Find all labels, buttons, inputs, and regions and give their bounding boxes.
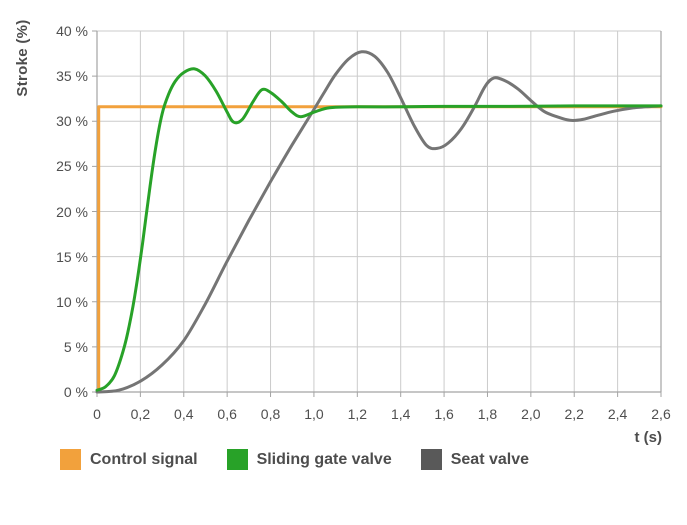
y-tick-label: 5 % bbox=[63, 338, 88, 355]
x-tick-label: 2,0 bbox=[521, 406, 541, 422]
series-curve-sliding-gate-valve bbox=[95, 67, 663, 392]
x-tick-label: 0,2 bbox=[130, 406, 151, 422]
legend-label-seat-valve: Seat valve bbox=[450, 450, 529, 468]
legend-item-sliding-gate-valve: Sliding gate valve bbox=[226, 449, 392, 470]
x-tick-label: 1,6 bbox=[434, 406, 454, 422]
x-tick-label: 2,4 bbox=[607, 406, 628, 422]
legend-item-seat-valve: Seat valve bbox=[420, 449, 529, 470]
y-tick-label: 40 % bbox=[56, 23, 88, 39]
legend-swatch-seat-valve-icon bbox=[420, 449, 442, 470]
y-tick-label: 20 % bbox=[56, 203, 88, 220]
y-tick-label: 10 % bbox=[56, 293, 88, 310]
x-tick-label: 0 bbox=[93, 406, 101, 422]
x-tick-label: 0,4 bbox=[174, 406, 194, 422]
legend: Control signal Sliding gate valve Seat v… bbox=[60, 449, 529, 470]
y-tick-label: 15 % bbox=[56, 248, 88, 265]
y-tick-label: 30 % bbox=[56, 113, 88, 130]
series-curve-seat-valve bbox=[95, 50, 663, 394]
x-tick-label: 1,8 bbox=[477, 406, 498, 422]
x-tick-label: 0,6 bbox=[217, 406, 237, 422]
series-curve-control-signal bbox=[97, 105, 663, 394]
x-tick-label: 1,0 bbox=[304, 406, 324, 422]
x-tick-label: 2,6 bbox=[651, 406, 671, 422]
legend-swatch-control-signal-icon bbox=[60, 449, 81, 470]
legend-swatch-sliding-gate-valve-icon bbox=[226, 449, 248, 470]
legend-label-control-signal: Control signal bbox=[90, 450, 198, 468]
x-axis-title: t (s) bbox=[634, 429, 663, 446]
legend-label-sliding-gate-valve: Sliding gate valve bbox=[256, 450, 392, 468]
x-tick-label: 2,2 bbox=[564, 406, 584, 422]
x-tick-label: 1,4 bbox=[390, 406, 411, 422]
x-tick-label: 1,2 bbox=[347, 406, 368, 422]
x-tick-label: 0,8 bbox=[260, 406, 281, 422]
legend-item-control-signal: Control signal bbox=[60, 449, 198, 470]
y-tick-label: 25 % bbox=[56, 158, 88, 175]
y-tick-label: 35 % bbox=[56, 68, 88, 85]
y-tick-label: 0 % bbox=[63, 384, 88, 400]
